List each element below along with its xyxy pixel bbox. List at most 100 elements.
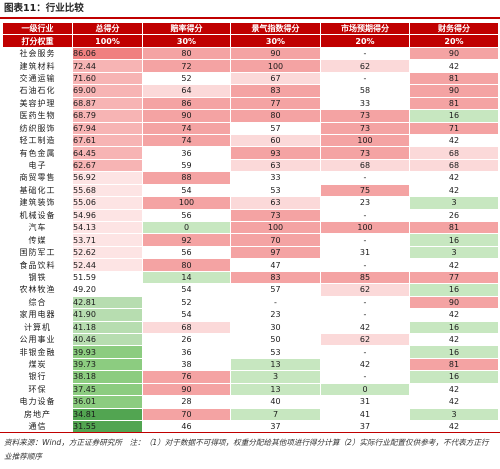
valuation-score: 90 (142, 109, 231, 123)
financial-score: 42 (409, 308, 499, 322)
valuation-score: 54 (142, 308, 231, 322)
sentiment-score: 53 (230, 345, 321, 359)
sentiment-score: 37 (230, 419, 321, 434)
expectation-score: 75 (320, 183, 410, 198)
total-score: 40.46 (72, 332, 143, 347)
total-score: 71.60 (72, 71, 143, 86)
financial-score: 81 (409, 220, 499, 235)
expectation-score: 68 (320, 158, 410, 173)
industry-name: 食品饮料 (2, 258, 73, 272)
sentiment-score: 93 (230, 146, 321, 160)
financial-score: 81 (409, 96, 499, 111)
sentiment-score: 57 (230, 121, 321, 135)
table-row: 煤炭 39.73 38 13 42 81 (2, 357, 499, 372)
financial-score: 42 (409, 419, 499, 434)
valuation-score: 28 (142, 395, 231, 409)
sentiment-score: 73 (230, 208, 321, 223)
total-score: 31.55 (72, 419, 143, 434)
industry-name: 国防军工 (2, 245, 73, 260)
industry-name: 建筑装饰 (2, 196, 73, 210)
header-total: 总得分 (72, 21, 143, 36)
header-valuation: 赔率得分 (142, 21, 231, 36)
financial-score: 26 (409, 208, 499, 223)
sentiment-score: 90 (230, 46, 321, 61)
table-row: 商贸零售 56.92 88 33-42 (2, 171, 499, 185)
financial-score: 42 (409, 133, 499, 148)
sentiment-score: 80 (230, 109, 321, 123)
expectation-score: - (320, 258, 410, 272)
valuation-score: 38 (142, 357, 231, 372)
sentiment-score: 3 (230, 370, 321, 384)
industry-name: 公用事业 (2, 332, 73, 347)
total-score: 39.93 (72, 345, 143, 359)
sentiment-score: 57 (230, 283, 321, 297)
financial-score: 16 (409, 320, 499, 334)
weight-total: 100% (72, 34, 143, 48)
total-score: 67.61 (72, 133, 143, 148)
industry-name: 综合 (2, 295, 73, 310)
figure-title: 图表11：行业比较 (4, 3, 84, 14)
expectation-score: 62 (320, 59, 410, 73)
industry-name: 轻工制造 (2, 133, 73, 148)
expectation-score: 73 (320, 121, 410, 135)
valuation-score: 90 (142, 382, 231, 397)
valuation-score: 80 (142, 258, 231, 272)
expectation-score: - (320, 295, 410, 310)
financial-score: 16 (409, 345, 499, 359)
weights-row: 打分权重 100% 30% 30% 20% 20% (2, 34, 499, 48)
valuation-score: 0 (142, 220, 231, 235)
valuation-score: 14 (142, 270, 231, 285)
financial-score: 16 (409, 233, 499, 247)
total-score: 64.45 (72, 146, 143, 160)
industry-name: 石油石化 (2, 84, 73, 98)
source-note: 资料来源：Wind，方正证券研究所 注：（1）对于数据不可得项，权重分配给其他项… (4, 438, 489, 461)
total-score: 55.68 (72, 183, 143, 198)
valuation-score: 76 (142, 370, 231, 384)
total-score: 54.13 (72, 220, 143, 235)
valuation-score: 59 (142, 158, 231, 173)
valuation-score: 54 (142, 283, 231, 297)
table-row: 有色金属 64.45 36 93 73 68 (2, 146, 499, 160)
table-row: 交通运输 71.60 52 67-81 (2, 71, 499, 86)
financial-score: 68 (409, 146, 499, 160)
financial-score: 90 (409, 84, 499, 98)
valuation-score: 100 (142, 196, 231, 210)
financial-score: 77 (409, 270, 499, 285)
industry-name: 传媒 (2, 233, 73, 247)
expectation-score: - (320, 171, 410, 185)
expectation-score: 85 (320, 270, 410, 285)
sentiment-score: 53 (230, 183, 321, 198)
expectation-score: 100 (320, 133, 410, 148)
table-row: 家用电器 41.90 54 23-42 (2, 308, 499, 322)
sentiment-score: 30 (230, 320, 321, 334)
industry-name: 家用电器 (2, 308, 73, 322)
expectation-score: 73 (320, 109, 410, 123)
sentiment-score: 63 (230, 196, 321, 210)
table-row: 食品饮料 52.44 80 47-42 (2, 258, 499, 272)
weight-valuation: 30% (142, 34, 231, 48)
valuation-score: 52 (142, 295, 231, 310)
weights-label: 打分权重 (2, 34, 73, 48)
total-score: 86.06 (72, 46, 143, 61)
sentiment-score: 40 (230, 395, 321, 409)
table-row: 汽车 54.13 0 100 100 81 (2, 220, 499, 235)
header-sentiment: 景气指数得分 (230, 21, 321, 36)
industry-name: 基础化工 (2, 183, 73, 198)
industry-name: 农林牧渔 (2, 283, 73, 297)
expectation-score: - (320, 308, 410, 322)
table-row: 银行 38.18 76 3-16 (2, 370, 499, 384)
total-score: 41.18 (72, 320, 143, 334)
total-score: 54.96 (72, 208, 143, 223)
table-body: 社会服务 86.06 80 90-90 建筑材料 72.44 72 100 62 42 交通运输 71… (2, 46, 499, 434)
table-row: 建筑材料 72.44 72 100 62 42 (2, 59, 499, 73)
valuation-score: 86 (142, 96, 231, 111)
industry-name: 计算机 (2, 320, 73, 334)
industry-name: 钢铁 (2, 270, 73, 285)
total-score: 68.87 (72, 96, 143, 111)
table-row: 房地产 34.81 70 7 41 3 (2, 407, 499, 422)
valuation-score: 72 (142, 59, 231, 73)
valuation-score: 46 (142, 419, 231, 434)
table-row: 社会服务 86.06 80 90-90 (2, 46, 499, 61)
expectation-score: 62 (320, 283, 410, 297)
industry-comparison-table: 一级行业 总得分 赔率得分 景气指数得分 市场预期得分 财务得分 打分权重 10… (2, 21, 499, 434)
